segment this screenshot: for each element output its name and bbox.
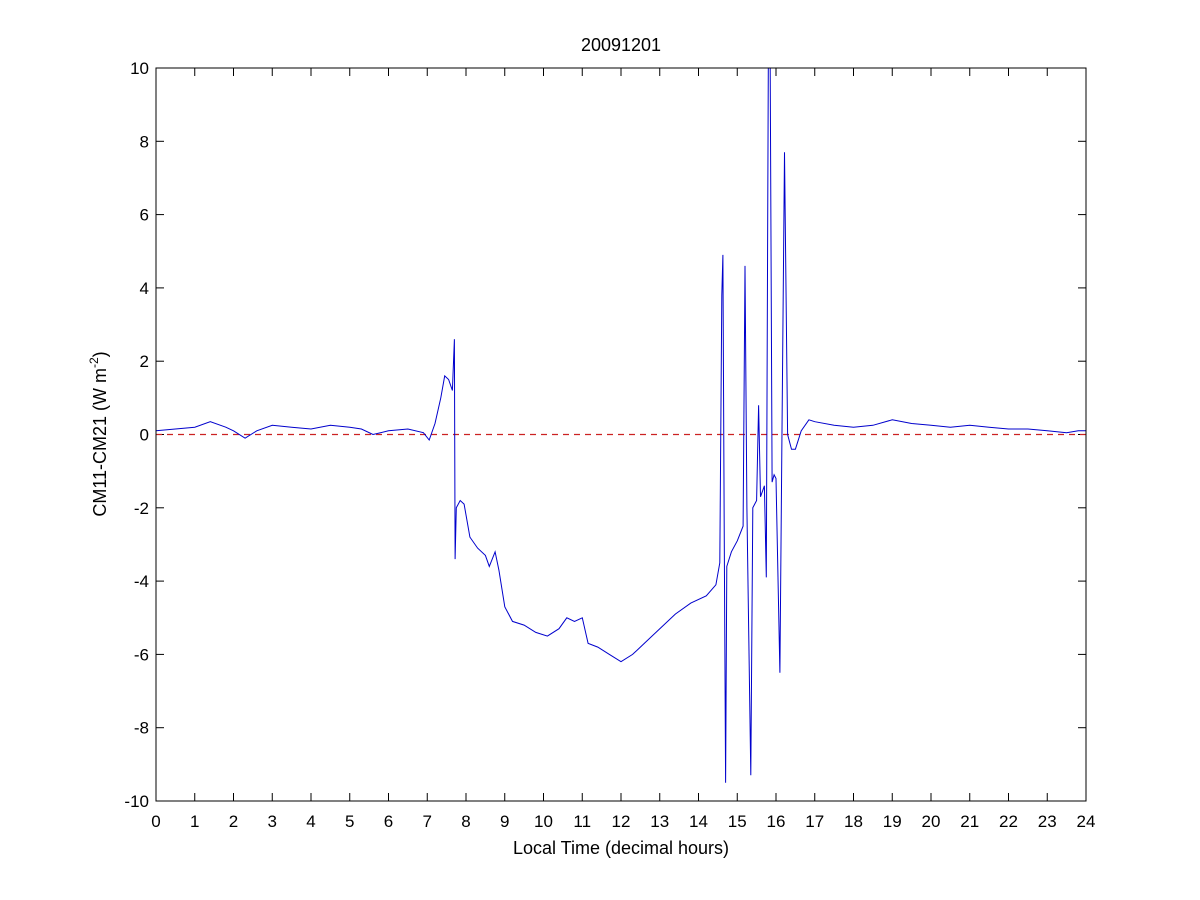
y-tick-label: 4 <box>140 279 149 298</box>
x-tick-label: 20 <box>922 812 941 831</box>
x-tick-label: 17 <box>805 812 824 831</box>
x-tick-label: 7 <box>423 812 432 831</box>
x-tick-label: 0 <box>151 812 160 831</box>
y-tick-label: 0 <box>140 426 149 445</box>
y-axis-label-superscript: -2 <box>87 357 101 368</box>
y-tick-label: 6 <box>140 206 149 225</box>
x-tick-label: 1 <box>190 812 199 831</box>
x-tick-label: 16 <box>767 812 786 831</box>
y-tick-label: 8 <box>140 132 149 151</box>
y-tick-label: -10 <box>124 792 149 811</box>
x-tick-label: 22 <box>999 812 1018 831</box>
x-axis-label: Local Time (decimal hours) <box>513 838 729 858</box>
x-tick-label: 8 <box>461 812 470 831</box>
x-tick-label: 21 <box>960 812 979 831</box>
x-tick-label: 14 <box>689 812 708 831</box>
y-tick-label: 2 <box>140 352 149 371</box>
x-tick-label: 19 <box>883 812 902 831</box>
y-axis-label-suffix: ) <box>90 351 110 357</box>
y-axis-label-main: CM11-CM21 (W m <box>90 368 110 517</box>
series-line <box>155 67 1086 783</box>
x-tick-label: 18 <box>844 812 863 831</box>
chart-title: 20091201 <box>581 35 661 55</box>
x-tick-label: 5 <box>345 812 354 831</box>
y-tick-label: -6 <box>134 645 149 664</box>
plot-frame <box>155 67 1087 802</box>
x-tick-label: 24 <box>1077 812 1096 831</box>
x-tick-label: 4 <box>306 812 315 831</box>
x-tick-label: 13 <box>650 812 669 831</box>
x-tick-label: 10 <box>534 812 553 831</box>
y-tick-label: -8 <box>134 719 149 738</box>
y-tick-label: 10 <box>130 59 149 78</box>
y-axis-label: CM11-CM21 (W m-2) <box>87 351 110 516</box>
x-tick-label: 23 <box>1038 812 1057 831</box>
x-tick-label: 6 <box>384 812 393 831</box>
x-axis-ticks: 0 1 2 3 4 5 6 7 8 9 10 11 12 13 14 15 16 17 18 19 20 21 22 23 24 <box>151 68 1095 831</box>
x-tick-label: 11 <box>573 812 591 831</box>
x-tick-label: 15 <box>728 812 747 831</box>
x-tick-label: 2 <box>229 812 238 831</box>
y-tick-label: -4 <box>134 572 149 591</box>
x-tick-label: 9 <box>500 812 509 831</box>
x-tick-label: 3 <box>268 812 277 831</box>
y-tick-label: -2 <box>134 499 149 518</box>
x-tick-label: 12 <box>612 812 631 831</box>
